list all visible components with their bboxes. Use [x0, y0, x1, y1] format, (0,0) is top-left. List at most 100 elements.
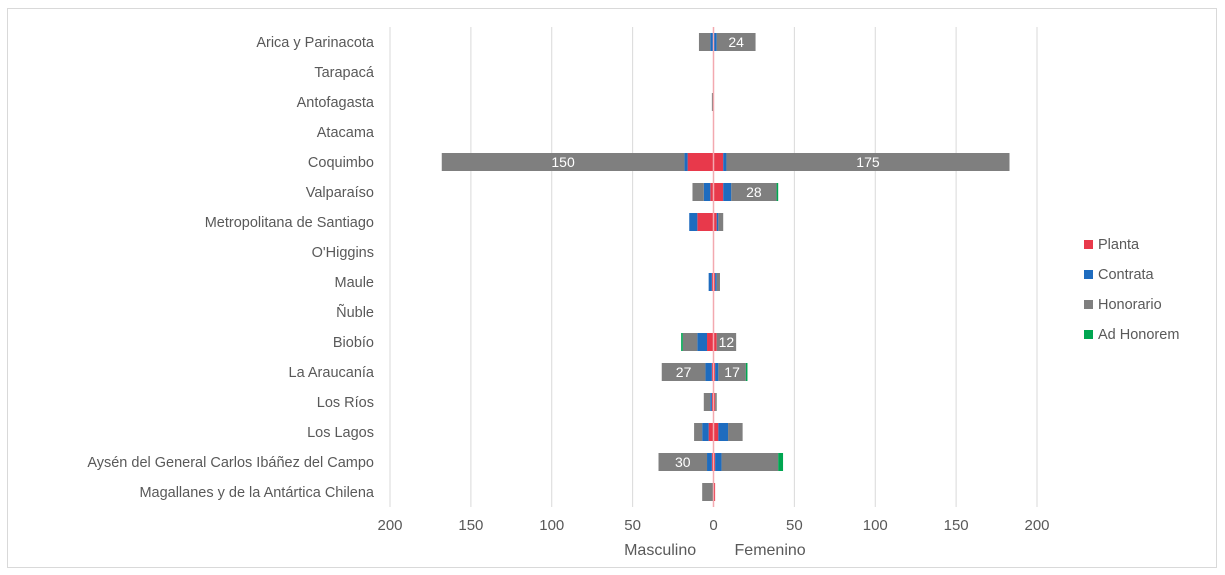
- bar-honorario-masculino: [711, 93, 714, 111]
- bar-data-label: 28: [746, 184, 762, 200]
- category-label: Ñuble: [336, 304, 374, 321]
- bar-ad-honorem-femenino: [776, 183, 779, 201]
- legend-label: Contrata: [1098, 267, 1155, 283]
- bar-data-label: 175: [856, 154, 880, 170]
- bar-planta-femenino: [713, 153, 724, 171]
- bar-contrata-masculino: [707, 453, 712, 471]
- bar-honorario-masculino: [692, 183, 704, 201]
- bar-honorario-femenino: [726, 153, 1010, 171]
- bar-honorario-femenino: [718, 213, 724, 231]
- bar-planta-femenino: [713, 183, 724, 201]
- category-label: Valparaíso: [306, 185, 374, 201]
- bar-honorario-masculino: [694, 423, 703, 441]
- x-tick-label: 0: [709, 517, 717, 534]
- bar-contrata-masculino: [684, 153, 688, 171]
- category-label: Los Ríos: [317, 395, 374, 411]
- bars: [441, 33, 1010, 501]
- bar-data-label: 12: [719, 334, 735, 350]
- bar-planta-masculino: [711, 393, 714, 411]
- category-label: Antofagasta: [297, 95, 375, 111]
- bar-contrata-femenino: [715, 273, 717, 291]
- category-label: Magallanes y de la Antártica Chilena: [139, 485, 374, 501]
- bar-contrata-femenino: [723, 153, 727, 171]
- bar-planta-femenino: [713, 393, 716, 411]
- chart-frame: 24 150 175 28 12 27 17 30 Arica y Parinacota Tar…: [7, 8, 1217, 568]
- category-labels: Arica y Parinacota Tarapacá Antofagasta Ata…: [87, 35, 375, 501]
- bar-honorario-femenino: [716, 333, 737, 351]
- bar-honorario-masculino: [703, 393, 711, 411]
- legend: Planta Contrata Honorario Ad Honorem: [1084, 237, 1179, 343]
- bar-contrata-masculino: [702, 423, 709, 441]
- bar-honorario-femenino: [715, 393, 717, 411]
- bar-ad-honorem-femenino: [778, 453, 784, 471]
- bar-contrata-femenino: [713, 33, 717, 51]
- bar-planta-femenino: [713, 483, 716, 501]
- bar-contrata-femenino: [716, 213, 719, 231]
- legend-swatch: [1084, 240, 1093, 249]
- bar-data-label: 27: [676, 364, 692, 380]
- bar-planta-masculino: [710, 183, 714, 201]
- category-label: La Araucanía: [289, 365, 375, 381]
- category-label: Biobío: [333, 335, 374, 351]
- x-tick-labels: 200 150 100 50 0 50 100 150 200: [377, 517, 1049, 534]
- category-label: Arica y Parinacota: [256, 35, 375, 51]
- legend-swatch: [1084, 270, 1093, 279]
- bar-ad-honorem-masculino: [681, 333, 683, 351]
- bar-ad-honorem-femenino: [745, 363, 748, 381]
- bar-contrata-masculino: [689, 213, 698, 231]
- x-tick-label: 50: [624, 517, 641, 534]
- x-axis-left-label: Masculino: [624, 542, 696, 559]
- bar-contrata-masculino: [705, 363, 712, 381]
- bar-planta-femenino: [713, 273, 716, 291]
- bar-data-label: 150: [551, 154, 575, 170]
- bar-honorario-masculino: [661, 363, 706, 381]
- bar-contrata-femenino: [718, 423, 729, 441]
- bar-contrata-femenino: [715, 453, 722, 471]
- bar-planta-femenino: [713, 213, 717, 231]
- bar-planta-masculino: [711, 273, 714, 291]
- bar-contrata-femenino: [723, 183, 732, 201]
- x-axis-right-label: Femenino: [735, 542, 806, 559]
- bar-honorario-masculino: [682, 333, 698, 351]
- bar-planta-femenino: [713, 333, 717, 351]
- x-tick-label: 50: [786, 517, 803, 534]
- bar-data-label: 17: [724, 364, 740, 380]
- bar-contrata-masculino: [697, 333, 708, 351]
- bar-labels: 24 150 175 28 12 27 17 30: [551, 34, 879, 470]
- legend-label: Ad Honorem: [1098, 327, 1179, 343]
- legend-label: Planta: [1098, 237, 1140, 253]
- category-label: Coquimbo: [308, 155, 374, 171]
- legend-swatch: [1084, 300, 1093, 309]
- x-tick-label: 200: [377, 517, 402, 534]
- bar-honorario-femenino: [731, 183, 777, 201]
- bar-planta-femenino: [713, 423, 719, 441]
- bar-honorario-femenino: [721, 453, 779, 471]
- category-label: Maule: [335, 275, 375, 291]
- bar-planta-masculino: [708, 423, 714, 441]
- x-tick-label: 150: [944, 517, 969, 534]
- population-pyramid-chart: 24 150 175 28 12 27 17 30 Arica y Parinacota Tar…: [87, 27, 1179, 559]
- bar-planta-femenino: [713, 363, 716, 381]
- bar-honorario-masculino: [698, 33, 711, 51]
- bar-honorario-femenino: [728, 423, 743, 441]
- x-tick-label: 100: [863, 517, 888, 534]
- bar-contrata-masculino: [710, 393, 712, 411]
- category-label: Tarapacá: [314, 65, 375, 81]
- bar-contrata-masculino: [708, 273, 712, 291]
- bar-planta-masculino: [687, 153, 714, 171]
- bar-data-label: 30: [675, 454, 691, 470]
- bar-planta-masculino: [707, 333, 714, 351]
- x-tick-label: 200: [1024, 517, 1049, 534]
- bar-honorario-masculino: [441, 153, 685, 171]
- bar-honorario-femenino: [716, 33, 756, 51]
- bar-planta-masculino: [711, 363, 714, 381]
- category-label: Metropolitana de Santiago: [205, 215, 374, 231]
- bar-honorario-masculino: [658, 453, 708, 471]
- gridlines: [389, 27, 1038, 507]
- category-label: Aysén del General Carlos Ibáñez del Camp…: [87, 455, 374, 471]
- category-label: Atacama: [317, 125, 375, 141]
- bar-honorario-masculino: [702, 483, 714, 501]
- legend-label: Honorario: [1098, 297, 1162, 313]
- x-tick-label: 100: [539, 517, 564, 534]
- bar-contrata-masculino: [710, 33, 714, 51]
